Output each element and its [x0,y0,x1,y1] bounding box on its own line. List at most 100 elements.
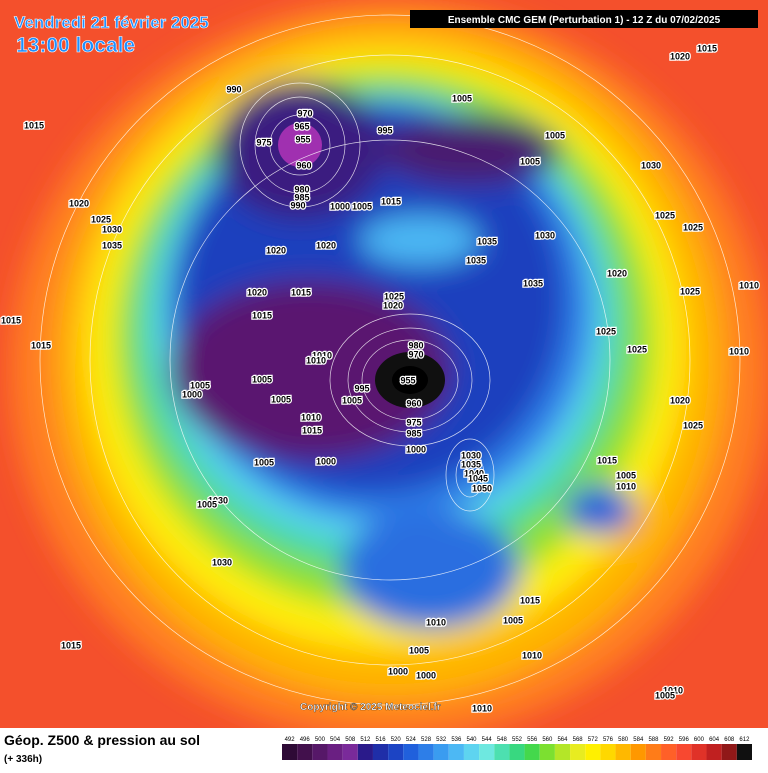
colorbar-cell [600,744,616,760]
colorbar-cell [403,744,419,760]
isobar-label: 1005 [252,374,272,384]
colorbar-cell [509,744,525,760]
colorbar: 492 496 500 504 508 512 516 520 524 528 532 536 540 5… [282,737,752,760]
colorbar-tick-label: 584 [633,737,644,743]
colorbar-cell [282,744,298,760]
colorbar-tick-label: 544 [482,737,493,743]
isobar-label: 1015 [31,340,51,350]
colorbar-cell [630,744,646,760]
isobar-label: 1005 [655,690,675,700]
colorbar-cell [570,744,586,760]
isobar-label: 970 [408,349,423,359]
colorbar-tick-label: 524 [406,737,417,743]
isobar-label: 1010 [426,617,446,627]
colorbar-cell [554,744,571,760]
isobar-label: 1045 [468,473,488,483]
isobar-label: 1010 [301,412,321,422]
model-box [410,10,758,28]
isobar-label: 1015 [697,43,717,53]
colorbar-tick-label: 532 [436,737,447,743]
colorbar-cell [448,744,464,760]
colorbar-cell [342,744,358,760]
isobar-label: 1030 [208,495,228,505]
colorbar-cell [661,744,677,760]
isobar-label: 1005 [452,93,472,103]
colorbar-cell [585,744,601,760]
isobar-label: 1005 [254,457,274,467]
colorbar-tick-label: 560 [542,737,553,743]
colorbar-tick-label: 592 [664,737,675,743]
colorbar-cell [706,744,722,760]
isobar-label: 1030 [212,557,232,567]
isobar-label: 1020 [316,240,336,250]
isobar-label: 1015 [302,425,322,435]
colorbar-cell [539,744,555,760]
isobar-label: 1000 [388,666,408,676]
colorbar-tick-label: 568 [573,737,584,743]
colorbar-tick-label: 504 [330,737,341,743]
field [0,0,768,740]
copyright: Copyright © 2025 Meteociel.fr [300,702,441,713]
isobar-label: 1005 [271,394,291,404]
colorbar-tick-label: 492 [285,737,296,743]
isobar-label: 1010 [522,650,542,660]
colorbar-cell [721,744,737,760]
colorbar-cell [494,744,510,760]
isobar-label: 1005 [520,156,540,166]
isobar-label: 1025 [683,222,703,232]
colorbar-cell [312,744,328,760]
isobar-label: 1010 [729,346,749,356]
isobar-label: 1015 [252,310,272,320]
isobar-label: 975 [406,417,421,427]
colorbar-cell [524,744,540,760]
isobar-label: 980 [408,340,423,350]
isobar-label: 1025 [384,291,404,301]
colorbar-tick-label: 500 [315,737,326,743]
isobar-label: 1020 [670,51,690,61]
colorbar-tick-label: 512 [360,737,371,743]
colorbar-tick-label: 608 [724,737,735,743]
isobar-label: 1010 [472,703,492,713]
colorbar-tick-label: 528 [421,737,432,743]
isobar-label: 1020 [670,395,690,405]
isobar-label: 960 [406,398,421,408]
colorbar-cell [327,744,343,760]
colorbar-tick-label: 552 [512,737,523,743]
isobar-label: 990 [290,200,305,210]
isobar-label: 1020 [383,300,403,310]
colorbar-tick-label: 580 [618,737,629,743]
isobar-label: 1000 [416,670,436,680]
colorbar-cell [357,744,373,760]
colorbar-tick-label: 536 [451,737,462,743]
isobar-label: 1030 [535,230,555,240]
colorbar-tick-label: 588 [648,737,659,743]
colorbar-cell [676,744,692,760]
isobar-label: 1020 [607,268,627,278]
colorbar-cell [615,744,631,760]
isobar-label: 1050 [472,483,492,493]
colorbar-tick-label: 508 [345,737,356,743]
colorbar-cell [372,744,389,760]
isobar-label: 985 [294,192,309,202]
date-title: Vendredi 21 février 2025 [14,13,209,32]
colorbar-tick-label: 572 [588,737,599,743]
model-title: Ensemble CMC GEM (Perturbation 1) - 12 Z… [448,15,721,26]
field-name: Géop. Z500 & pression au sol [4,732,200,748]
isobar-label: 1010 [739,280,759,290]
isobar-label: 1005 [197,499,217,509]
isobar-label: 1040 [464,468,484,478]
isobar-label: 975 [256,137,271,147]
isobar-label: 1000 [406,444,426,454]
isobar-label: 1015 [24,120,44,130]
isobar-label: 1005 [409,645,429,655]
isobar-label: 1015 [381,196,401,206]
isobar-label: 1015 [1,315,21,325]
isobar-label: 1005 [616,470,636,480]
colorbar-tick-label: 548 [497,737,508,743]
isobar-label: 990 [226,84,241,94]
isobar-label: 1025 [627,344,647,354]
colorbar-tick-label: 600 [694,737,705,743]
isobar-label: 1000 [330,201,350,211]
isobar-label: 1020 [266,245,286,255]
